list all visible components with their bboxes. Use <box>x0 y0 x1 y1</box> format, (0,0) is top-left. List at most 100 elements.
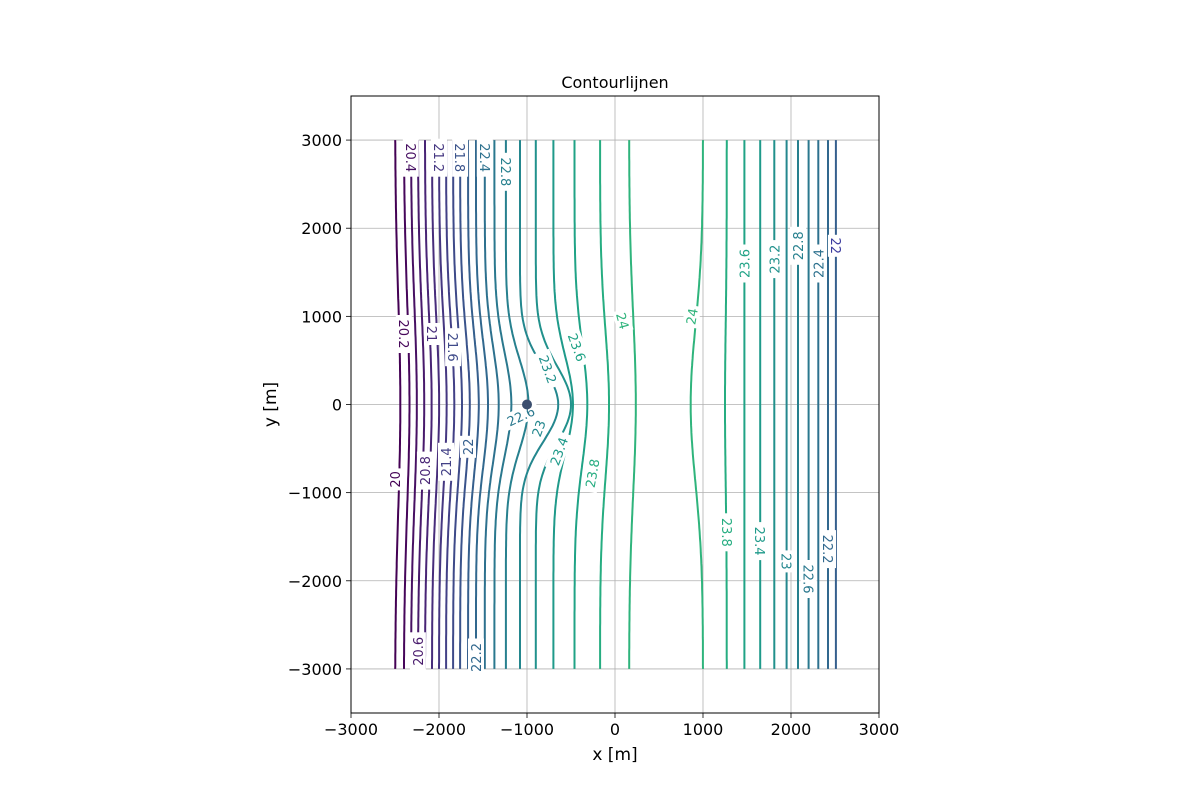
contour-label-bg <box>800 560 817 598</box>
contour-label: 22.8 <box>497 152 514 191</box>
contour-label-text: 22.8 <box>497 157 512 186</box>
chart-title: Contourlijnen <box>561 73 668 92</box>
contour-line <box>483 140 500 669</box>
contour-label-text: 22.2 <box>819 535 834 564</box>
contour-label-bg <box>778 550 795 573</box>
contour-label: 22.8 <box>790 226 807 265</box>
contour-label: 24 <box>681 304 702 329</box>
contour-label-text: 23.4 <box>751 527 766 556</box>
contour-line <box>438 140 448 669</box>
contour-label-bg <box>790 226 806 265</box>
contour-label-bg <box>387 468 403 491</box>
contour-label: 21.4 <box>438 442 455 481</box>
contour-line <box>410 140 418 669</box>
contour-label-bg <box>402 138 419 177</box>
contour-line <box>445 140 456 669</box>
contour-label-text: 24 <box>684 307 702 326</box>
contour-label-bg <box>534 348 563 390</box>
contour-label-text: 20 <box>389 471 404 488</box>
contour-line <box>689 140 704 669</box>
contour-label: 20.4 <box>402 138 419 177</box>
contour-label-bg <box>468 638 484 677</box>
contour-label: 22 <box>827 234 844 257</box>
contour-label-bg <box>497 152 514 191</box>
axis-ticks: −3000 −2000 −1000 0 1000 2000 3000 −3000 −2000 −1… <box>288 131 899 739</box>
contour-label: 20 <box>387 468 404 491</box>
contour-label: 21.8 <box>451 138 469 177</box>
x-tick-label: −1000 <box>500 720 554 739</box>
contour-label-text: 21.4 <box>440 447 455 476</box>
contour-label-text: 21.2 <box>430 143 445 172</box>
contour-label-bg <box>452 138 469 177</box>
contour-label-text: 21 <box>423 326 438 343</box>
x-tick-label: 2000 <box>771 720 812 739</box>
contour-label: 23.4 <box>751 522 769 561</box>
contour-label: 21 <box>423 323 440 345</box>
contour-label-bg <box>409 632 426 671</box>
contour-label-text: 22.8 <box>792 231 807 260</box>
contour-label-bg <box>580 453 604 494</box>
y-tick-label: 3000 <box>301 131 342 150</box>
contour-label: 20.6 <box>409 632 427 671</box>
contour-label-text: 21.6 <box>444 333 459 362</box>
well-marker <box>522 399 532 410</box>
contour-label-bg <box>395 315 412 353</box>
contour-line <box>493 140 513 669</box>
contour-label-text: 24 <box>612 311 631 331</box>
contour-label: 23.8 <box>718 513 735 552</box>
contour-line <box>599 140 610 669</box>
contour-label-text: 20.2 <box>395 320 410 349</box>
contour-label-text: 23 <box>778 553 793 570</box>
contour-label-bg <box>612 308 634 334</box>
contour-label-bg <box>752 522 769 561</box>
contour-label: 22.4 <box>476 138 493 177</box>
contour-label: 23 <box>778 550 795 573</box>
contour-line <box>394 140 402 669</box>
contour-label-text: 23.8 <box>718 518 733 547</box>
contour-label: 23.8 <box>580 453 604 494</box>
contour-label-bg <box>445 328 462 367</box>
contour-label-bg <box>681 304 702 329</box>
contour-line <box>534 140 573 669</box>
contour-label-bg <box>527 415 550 442</box>
contour-label-bg <box>500 400 542 432</box>
contour-labels: 20.4 21.2 21.8 22.4 22.8 20.2 21 21.6 23.6 23.2 24… <box>387 138 844 677</box>
contour-label: 22.4 <box>810 244 827 283</box>
contour-label-text: 23 <box>530 418 550 439</box>
contour-label-text: 22 <box>827 238 842 255</box>
contour-label-text: 20.8 <box>419 456 434 485</box>
y-axis-label: y [m] <box>261 382 281 427</box>
contour-label-text: 22 <box>462 439 477 456</box>
y-tick-label: 1000 <box>301 307 342 326</box>
contour-label: 22.2 <box>468 638 485 677</box>
y-tick-label: −2000 <box>288 572 342 591</box>
x-tick-label: 1000 <box>683 720 724 739</box>
contour-line <box>519 140 560 669</box>
contour-label-text: 23.8 <box>584 458 604 489</box>
contour-line <box>459 140 471 669</box>
y-tick-label: −1000 <box>288 484 342 503</box>
contour-label-text: 20.6 <box>412 637 427 666</box>
contour-label-bg <box>736 244 753 283</box>
contour-line <box>628 140 637 669</box>
contour-label: 23 <box>527 415 550 442</box>
well-point <box>522 399 532 410</box>
contour-label-bg <box>766 240 783 279</box>
contour-label-text: 23.6 <box>738 249 753 278</box>
contour-label-text: 22.6 <box>800 565 815 594</box>
contour-line <box>573 140 589 669</box>
y-tick-label: −3000 <box>288 660 342 679</box>
x-axis-label: x [m] <box>592 745 637 765</box>
contour-label: 21.2 <box>430 138 447 177</box>
contour-label-bg <box>431 138 447 177</box>
y-tick-label: 2000 <box>301 219 342 238</box>
contour-label: 22.6 <box>800 560 817 598</box>
contour-label-text: 22.2 <box>470 643 485 672</box>
y-tick-label: 0 <box>332 396 342 415</box>
contour-label-bg <box>424 323 440 345</box>
contour-label: 23.2 <box>766 240 783 279</box>
contour-label-bg <box>416 451 433 490</box>
contour-label-text: 22.4 <box>476 143 491 172</box>
contour-label: 24 <box>612 308 634 334</box>
